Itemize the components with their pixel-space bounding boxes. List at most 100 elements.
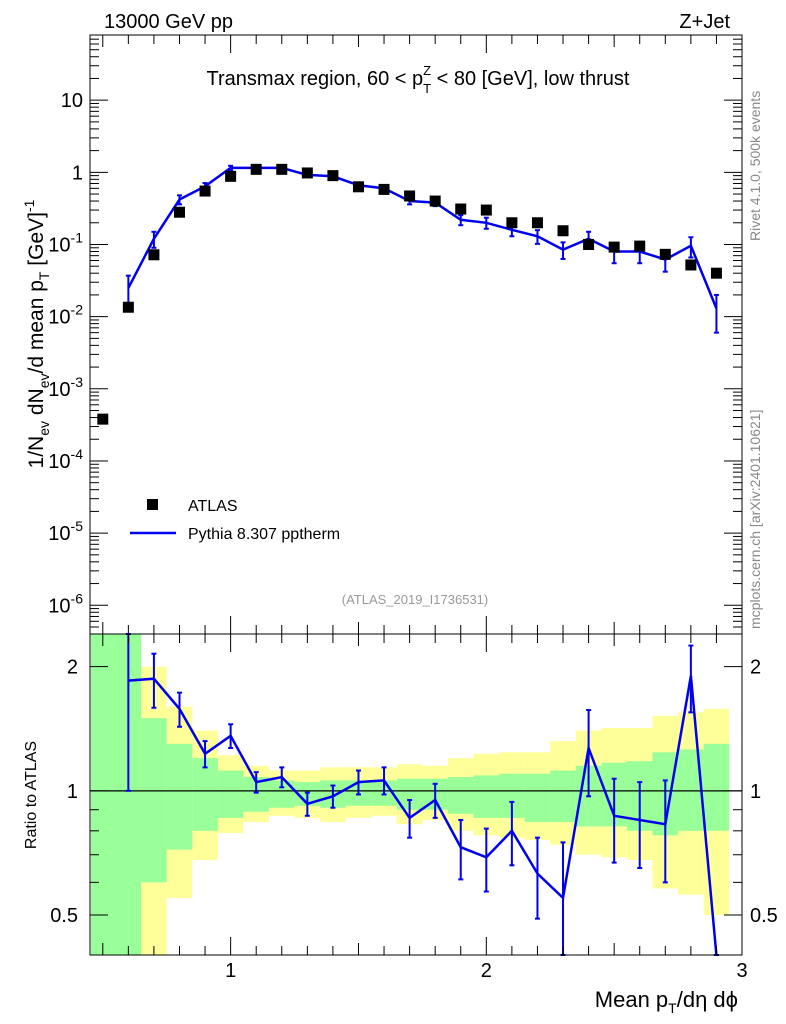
ratio-x-tick-label: 1 <box>225 960 236 982</box>
ylabel-c: /d mean p <box>25 280 48 373</box>
tick-exp: -1 <box>71 229 84 245</box>
ylabel-b-sub: ev <box>36 373 52 388</box>
ratio-x-tick-label: 2 <box>481 960 492 982</box>
data-point <box>531 217 543 229</box>
main-y-tick-label: 10-6 <box>48 590 83 617</box>
ratio-band-inner <box>91 634 116 955</box>
data-point <box>583 238 595 250</box>
ratio-band-inner <box>141 718 167 883</box>
tick-exp: -5 <box>71 518 84 534</box>
tick-exp: -2 <box>71 302 84 318</box>
main-y-tick-label: 1 <box>72 162 83 184</box>
header-left: 13000 GeV pp <box>104 11 233 33</box>
data-point <box>276 163 288 175</box>
data-point <box>97 413 109 425</box>
tick-exp: -3 <box>71 374 84 390</box>
main-y-tick-label: 10-4 <box>48 446 83 473</box>
ratio-y-tick-label-right: 1 <box>750 781 761 803</box>
ratio-y-tick-label: 1 <box>67 781 78 803</box>
tick-base: 1 <box>72 162 83 184</box>
data-point <box>710 267 722 279</box>
main-y-tick-label: 10-5 <box>48 518 83 545</box>
data-point <box>506 217 518 229</box>
ylabel-a-sub: ev <box>36 421 52 436</box>
ratio-band-inner <box>192 758 218 831</box>
ylabel-c-sub: T <box>36 271 52 280</box>
main-annotation: (ATLAS_2019_I1736531) <box>342 592 488 607</box>
x-axis-label: Mean pT/dη dϕ <box>595 987 738 1016</box>
main-y-tick-label: 10 <box>61 90 83 112</box>
ratio-y-tick-label: 2 <box>67 657 78 679</box>
data-point <box>659 248 671 260</box>
ratio-panel: 0.5 0.5 1 1 2 2 1 2 3 Ratio to ATLAS Mean pT/dη … <box>23 633 778 1016</box>
data-point <box>480 204 492 216</box>
data-point <box>685 259 697 271</box>
main-y-label: 1/Nev dNev/d mean pT [GeV]-1 <box>21 199 52 468</box>
tick-base: 10 <box>48 307 70 329</box>
data-point <box>404 190 416 202</box>
tick-base: 10 <box>48 451 70 473</box>
main-y-tick-label: 10-3 <box>48 374 83 401</box>
data-point <box>148 249 160 261</box>
tick-base: 10 <box>48 234 70 256</box>
ratio-y-tick-label-right: 0.5 <box>750 905 778 927</box>
ratio-ticks: 0.5 0.5 1 1 2 2 1 2 3 <box>50 634 778 982</box>
tick-base: 10 <box>48 523 70 545</box>
ylabel-b: dN <box>25 388 48 421</box>
legend: ATLAS Pythia 8.307 pptherm <box>130 498 340 543</box>
data-point <box>122 301 134 313</box>
ratio-band-inner <box>447 777 474 814</box>
ratio-y-label: Ratio to ATLAS <box>23 741 40 849</box>
data-point <box>455 203 467 215</box>
ratio-frame <box>89 633 743 956</box>
ratio-mc-line <box>128 675 718 956</box>
data-point <box>225 170 237 182</box>
main-title-sub: T <box>423 81 431 96</box>
mcplots-label: mcplots.cern.ch [arXiv:2401.10621] <box>747 410 763 629</box>
ratio-band-inner <box>524 773 551 823</box>
xlabel-pre: Mean p <box>595 987 668 1012</box>
data-point <box>173 206 185 218</box>
data-point <box>250 163 262 175</box>
ylabel-a: 1/N <box>25 436 48 469</box>
main-frame <box>89 34 743 635</box>
header-right: Z+Jet <box>679 11 730 33</box>
ylabel-d: [GeV] <box>25 212 48 272</box>
main-plot-area <box>97 163 722 425</box>
main-y-tick-label: 10-1 <box>48 229 83 256</box>
tick-base: 10 <box>61 90 83 112</box>
ratio-y-tick-label-right: 2 <box>750 657 761 679</box>
tick-exp: -6 <box>71 590 84 606</box>
main-title-pre: Transmax region, 60 < p <box>207 68 424 90</box>
tick-exp: -4 <box>71 446 84 462</box>
legend-mc-label: Pythia 8.307 pptherm <box>188 526 340 543</box>
ratio-y-tick-label: 0.5 <box>50 905 78 927</box>
data-point <box>557 225 569 237</box>
mc-line <box>127 166 718 309</box>
ratio-band-inner <box>166 743 193 850</box>
tick-base: 10 <box>48 595 70 617</box>
ratio-band-inner <box>550 770 576 823</box>
main-y-tick-label: 10-2 <box>48 302 83 329</box>
ratio-band-inner <box>703 743 730 831</box>
legend-data-marker <box>147 499 158 510</box>
rivet-label: Rivet 4.1.0, 500k events <box>747 91 763 241</box>
legend-data-label: ATLAS <box>188 498 238 515</box>
main-title-sup: Z <box>423 63 431 78</box>
data-point <box>301 167 313 179</box>
tick-base: 10 <box>48 379 70 401</box>
data-point <box>429 195 441 207</box>
ratio-x-tick-label: 3 <box>736 960 747 982</box>
ylabel-d-sup: -1 <box>21 199 37 212</box>
data-point <box>327 170 339 182</box>
xlabel-sub: T <box>668 1000 677 1016</box>
ratio-band-inner <box>217 770 244 818</box>
data-point <box>352 181 364 193</box>
main-title-post: < 80 [GeV], low thrust <box>431 68 630 90</box>
data-point <box>634 240 646 252</box>
main-title: Transmax region, 60 < pTZ < 80 [GeV], lo… <box>207 63 630 96</box>
data-point <box>199 185 211 197</box>
